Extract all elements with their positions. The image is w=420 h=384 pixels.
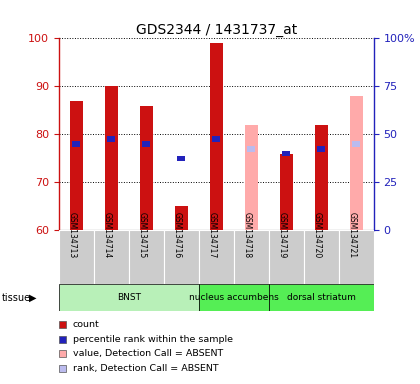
Bar — [59, 230, 94, 284]
Text: rank, Detection Call = ABSENT: rank, Detection Call = ABSENT — [73, 364, 218, 373]
Text: count: count — [73, 320, 100, 329]
Bar — [210, 43, 223, 230]
Text: GSM134720: GSM134720 — [312, 212, 321, 258]
Bar — [234, 230, 269, 284]
Bar — [73, 141, 80, 147]
Text: GSM134715: GSM134715 — [137, 212, 146, 258]
Bar — [245, 125, 258, 230]
Bar — [59, 284, 199, 311]
Bar — [164, 230, 199, 284]
Text: tissue: tissue — [2, 293, 31, 303]
Text: GSM134721: GSM134721 — [347, 212, 356, 258]
Text: BNST: BNST — [117, 293, 141, 302]
Bar — [140, 106, 153, 230]
Bar — [318, 146, 325, 152]
Bar — [108, 136, 115, 142]
Text: GSM134717: GSM134717 — [207, 212, 216, 258]
Bar — [213, 136, 220, 142]
Bar — [70, 101, 83, 230]
Text: GSM134716: GSM134716 — [172, 212, 181, 258]
Text: GSM134718: GSM134718 — [242, 212, 251, 258]
Text: ▶: ▶ — [29, 293, 36, 303]
Bar — [178, 156, 185, 161]
Bar — [175, 206, 188, 230]
Text: GSM134719: GSM134719 — [277, 212, 286, 258]
Text: nucleus accumbens: nucleus accumbens — [189, 293, 279, 302]
Bar — [339, 230, 374, 284]
Bar — [352, 141, 360, 147]
Bar — [142, 141, 150, 147]
Text: dorsal striatum: dorsal striatum — [287, 293, 356, 302]
Text: value, Detection Call = ABSENT: value, Detection Call = ABSENT — [73, 349, 223, 358]
Bar — [304, 230, 339, 284]
Bar — [199, 230, 234, 284]
Text: GSM134713: GSM134713 — [67, 212, 76, 258]
Bar — [105, 86, 118, 230]
Bar — [269, 284, 374, 311]
Bar — [199, 284, 269, 311]
Bar — [129, 230, 164, 284]
Bar — [283, 151, 290, 156]
Text: GSM134714: GSM134714 — [102, 212, 111, 258]
Bar — [247, 146, 255, 152]
Bar — [269, 230, 304, 284]
Text: percentile rank within the sample: percentile rank within the sample — [73, 334, 233, 344]
Bar — [350, 96, 363, 230]
Bar — [280, 154, 293, 230]
Title: GDS2344 / 1431737_at: GDS2344 / 1431737_at — [136, 23, 297, 37]
Bar — [94, 230, 129, 284]
Bar — [315, 125, 328, 230]
